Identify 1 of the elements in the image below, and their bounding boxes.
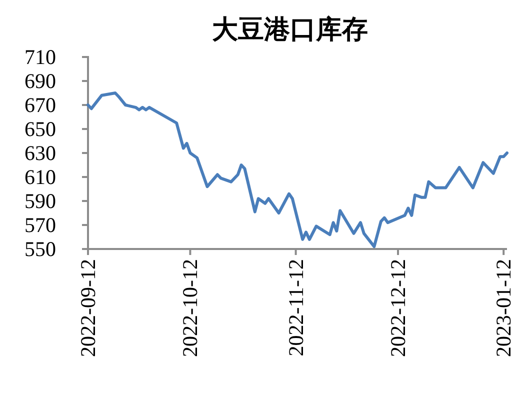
title: 大豆港口库存 (212, 15, 368, 45)
